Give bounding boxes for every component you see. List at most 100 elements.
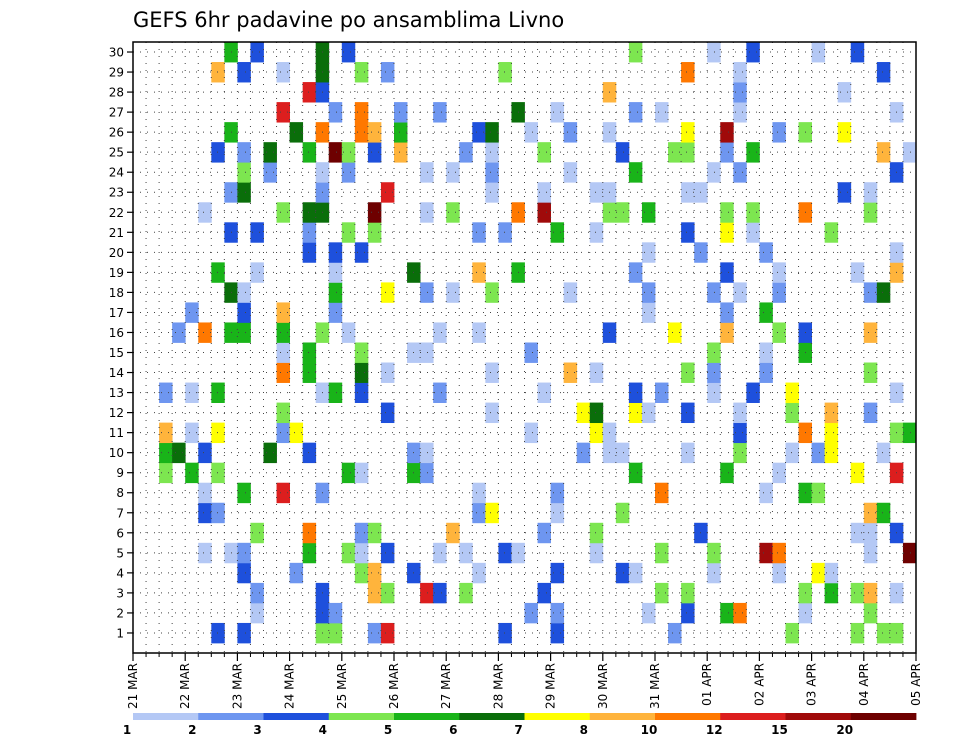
cell bbox=[276, 362, 290, 383]
legend-label: 8 bbox=[580, 723, 588, 737]
y-tick-label: 24 bbox=[109, 166, 124, 180]
cell bbox=[824, 582, 839, 604]
cell bbox=[537, 522, 551, 544]
cell bbox=[237, 162, 251, 183]
cell bbox=[211, 502, 225, 524]
cell bbox=[172, 442, 186, 464]
y-tick-label: 17 bbox=[109, 306, 124, 320]
cell bbox=[172, 322, 186, 343]
cell bbox=[263, 442, 277, 464]
x-tick-label: 29 MAR bbox=[544, 663, 558, 709]
cell bbox=[472, 482, 486, 504]
cell bbox=[589, 522, 604, 544]
cell bbox=[420, 442, 434, 464]
cell bbox=[380, 362, 395, 383]
cell bbox=[276, 202, 290, 223]
cell bbox=[328, 142, 343, 163]
cell bbox=[211, 262, 225, 283]
legend-swatch bbox=[328, 713, 395, 720]
y-tick-label: 6 bbox=[116, 526, 124, 540]
cell bbox=[485, 502, 499, 524]
cell bbox=[380, 182, 395, 203]
cell bbox=[824, 442, 839, 464]
cell bbox=[211, 142, 225, 163]
cell bbox=[211, 622, 225, 644]
cell bbox=[211, 462, 225, 484]
y-tick-label: 9 bbox=[116, 466, 124, 480]
cell bbox=[746, 42, 760, 63]
y-tick-label: 25 bbox=[109, 146, 124, 160]
cell bbox=[328, 602, 343, 624]
cell bbox=[863, 182, 878, 203]
y-tick-label: 7 bbox=[116, 506, 124, 520]
cell bbox=[341, 42, 356, 63]
cell bbox=[589, 362, 604, 383]
cell bbox=[394, 142, 408, 163]
cell bbox=[302, 142, 317, 163]
cell bbox=[720, 262, 734, 283]
cell bbox=[537, 382, 551, 403]
cell bbox=[328, 102, 343, 123]
cell bbox=[211, 62, 225, 83]
y-tick-label: 5 bbox=[116, 546, 124, 560]
cell bbox=[420, 162, 434, 183]
cell bbox=[524, 342, 538, 363]
cell bbox=[824, 422, 839, 444]
cell bbox=[485, 402, 499, 424]
cell bbox=[850, 462, 865, 484]
cell bbox=[863, 522, 878, 544]
cell bbox=[250, 42, 264, 63]
cell bbox=[863, 542, 878, 564]
cell bbox=[341, 222, 356, 243]
cell bbox=[850, 622, 865, 644]
legend-swatch bbox=[263, 713, 330, 720]
cell bbox=[641, 202, 656, 223]
cell bbox=[354, 542, 369, 564]
y-tick-label: 19 bbox=[109, 266, 124, 280]
cell bbox=[902, 542, 917, 564]
cell bbox=[485, 122, 499, 143]
cell bbox=[850, 262, 865, 283]
cell bbox=[302, 82, 317, 103]
cell bbox=[380, 582, 395, 604]
cell bbox=[302, 442, 317, 464]
cell bbox=[367, 582, 382, 604]
cell bbox=[394, 102, 408, 123]
y-tick-label: 20 bbox=[109, 246, 124, 260]
cell bbox=[811, 42, 826, 63]
cell bbox=[433, 542, 447, 564]
y-tick-label: 3 bbox=[116, 586, 124, 600]
cell bbox=[863, 362, 878, 383]
cell bbox=[159, 462, 173, 484]
x-tick-label: 03 APR bbox=[805, 663, 819, 706]
cell bbox=[720, 302, 734, 323]
y-tick-label: 11 bbox=[109, 426, 124, 440]
y-axis: 1234567891011121314151617181920212223242… bbox=[109, 46, 133, 640]
cell bbox=[485, 142, 499, 163]
cell bbox=[628, 42, 643, 63]
cell bbox=[420, 282, 434, 303]
cell bbox=[563, 362, 578, 383]
cell bbox=[681, 582, 695, 604]
cell bbox=[380, 542, 395, 564]
cell bbox=[615, 562, 630, 584]
cell bbox=[498, 222, 512, 243]
cell bbox=[472, 502, 486, 524]
cell bbox=[198, 202, 212, 223]
cell bbox=[420, 202, 434, 223]
y-tick-label: 28 bbox=[109, 86, 124, 100]
cell bbox=[589, 422, 604, 444]
cell bbox=[863, 282, 878, 303]
cell bbox=[759, 362, 773, 383]
cell bbox=[289, 122, 304, 143]
cell bbox=[250, 522, 264, 544]
cell bbox=[720, 142, 734, 163]
cell bbox=[420, 582, 434, 604]
cell bbox=[550, 622, 565, 644]
cell bbox=[720, 602, 734, 624]
legend-label: 12 bbox=[706, 723, 723, 737]
cell bbox=[237, 62, 251, 83]
cell bbox=[328, 282, 343, 303]
cell bbox=[380, 282, 395, 303]
